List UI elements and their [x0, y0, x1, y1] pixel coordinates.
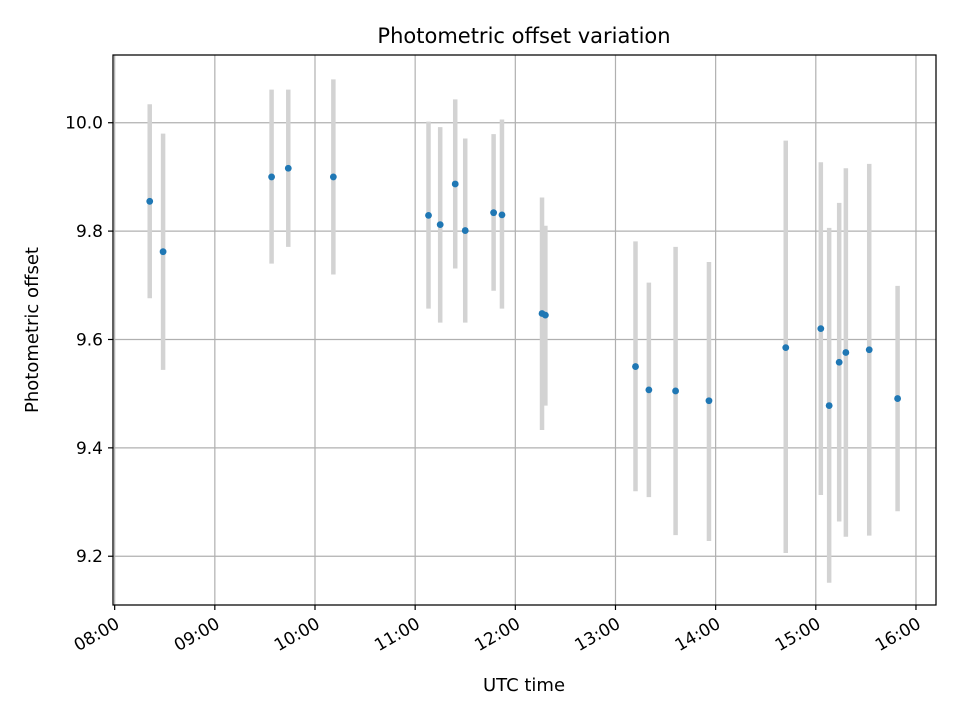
data-point	[498, 211, 506, 219]
data-point	[159, 248, 167, 256]
data-point	[284, 164, 292, 172]
data-point	[541, 311, 549, 319]
data-point	[146, 197, 154, 205]
y-tick-label: 9.8	[76, 222, 103, 242]
data-point	[817, 325, 825, 333]
data-point	[461, 227, 469, 234]
data-point	[425, 211, 432, 219]
y-tick-label: 9.6	[76, 330, 103, 350]
grid	[113, 55, 936, 605]
data-point	[842, 349, 850, 356]
data-point	[632, 363, 639, 370]
data-point	[705, 397, 713, 405]
y-tick-label: 10.0	[65, 114, 103, 134]
y-axis-label: Photometric offset	[22, 247, 43, 413]
y-axis: 9.2 9.4 9.6 9.8 10.0	[65, 114, 113, 567]
data-point	[490, 209, 498, 217]
data-point	[825, 402, 833, 409]
y-tick-label: 9.4	[76, 439, 103, 459]
x-axis-label: UTC time	[483, 675, 565, 696]
chart-title: Photometric offset variation	[377, 24, 670, 48]
data-point	[268, 173, 275, 181]
plot-frame	[112, 54, 937, 606]
data-point	[894, 395, 902, 402]
data-point	[451, 180, 459, 188]
data-point	[672, 387, 679, 395]
data-point	[835, 358, 843, 366]
data-points	[146, 164, 902, 409]
data-point	[782, 344, 790, 352]
y-tick-label: 9.2	[76, 547, 103, 567]
data-point	[645, 386, 653, 394]
data-point	[436, 221, 444, 229]
data-point	[329, 173, 337, 181]
data-point	[865, 346, 873, 354]
